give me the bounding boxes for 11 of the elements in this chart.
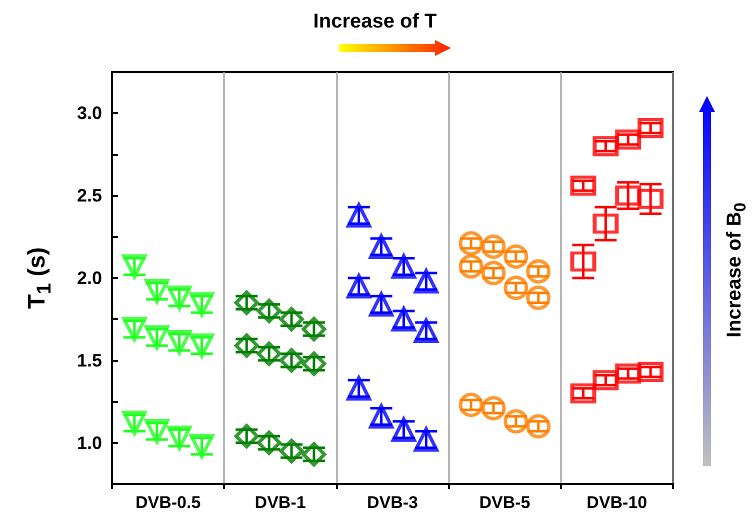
- x-tick-label: DVB-0.5: [136, 493, 201, 512]
- x-tick-label: DVB-5: [479, 493, 530, 512]
- y-tick-label: 2.0: [76, 268, 102, 288]
- x-tick-label: DVB-3: [366, 493, 418, 512]
- x-tick-label: DVB-10: [586, 493, 648, 512]
- y-tick-label: 1.0: [76, 432, 102, 453]
- x-tick-label: DVB-1: [254, 493, 306, 512]
- y-tick-label: 3.0: [76, 103, 102, 124]
- text: Increase of T: [313, 10, 437, 34]
- y-tick-label: 1.5: [76, 350, 102, 370]
- y-tick-label: 2.5: [76, 186, 102, 206]
